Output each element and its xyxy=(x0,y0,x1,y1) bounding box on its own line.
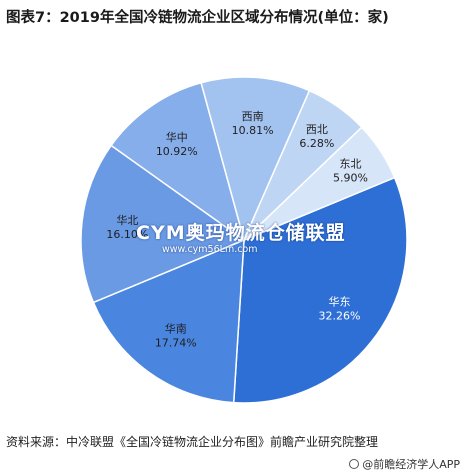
pie-label-name-5: 西北 xyxy=(306,123,328,136)
pie-label-value-4: 10.81% xyxy=(232,124,274,137)
pie-slice-3 xyxy=(110,81,246,242)
pie-label-name-0: 华东 xyxy=(329,294,351,308)
pie-slice-1 xyxy=(92,238,245,404)
pie-label-name-3: 华中 xyxy=(166,130,188,144)
pie-slice-0 xyxy=(232,176,408,404)
pie-label-value-5: 6.28% xyxy=(299,137,334,150)
pie-label-name-4: 西南 xyxy=(242,110,264,123)
brand-credit: @前瞻经济学人APP xyxy=(349,456,460,472)
source-note: 资料来源：中冷联盟《全国冷链物流企业分布图》前瞻产业研究院整理 xyxy=(6,435,379,449)
brand-text: @前瞻经济学人APP xyxy=(362,458,460,471)
pie-label-value-3: 10.92% xyxy=(156,145,198,158)
pie-label-name-6: 东北 xyxy=(340,158,362,171)
pie-label-value-6: 5.90% xyxy=(333,172,368,185)
watermark-logo: CYM奥玛物流仓储联盟 www.cym56Lm.com xyxy=(126,214,346,264)
watermark-logo-sub: www.cym56Lm.com xyxy=(162,244,258,255)
pie-slice-4 xyxy=(200,76,311,243)
pie-slice-2 xyxy=(80,144,246,304)
pie-label-name-2: 华北 xyxy=(116,213,138,227)
pie-label-name-1: 华南 xyxy=(165,322,187,336)
pie-label-value-0: 32.26% xyxy=(319,309,361,322)
chart-title: 图表7：2019年全国冷链物流企业区域分布情况(单位：家) xyxy=(6,10,389,26)
pie-label-value-2: 16.10% xyxy=(106,228,148,241)
pie-slices xyxy=(80,76,408,404)
watermark-logo-text: CYM奥玛物流仓储联盟 xyxy=(136,222,346,244)
brand-logo-icon xyxy=(349,459,360,469)
pie-slice-6 xyxy=(243,126,396,241)
pie-label-value-1: 17.74% xyxy=(155,337,197,350)
